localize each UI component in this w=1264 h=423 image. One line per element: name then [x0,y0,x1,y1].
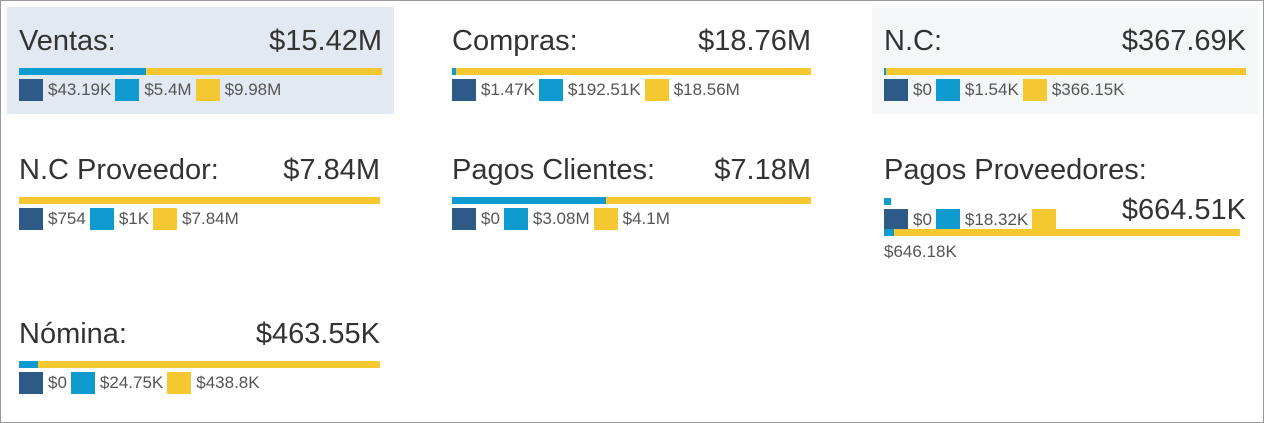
legend: $0 $24.75K $438.8K [19,372,380,394]
card-title: Pagos Clientes: [452,154,656,186]
card-total: $15.42M [269,25,382,57]
legend-swatch-series-3 [1022,79,1047,101]
legend-swatch-series-1 [884,79,908,101]
stacked-bar [452,197,811,204]
bar-segment-series-2 [884,68,886,75]
card-nc-proveedor[interactable]: N.C Proveedor: $7.84M $754 $1K $7.84M [7,141,392,251]
card-total: $7.18M [714,154,811,186]
card-ventas[interactable]: Ventas: $15.42M $43.19K $5.4M $9.98M [7,7,394,114]
legend-value-series-3: $646.18K [884,242,957,261]
card-pagos-clientes[interactable]: Pagos Clientes: $7.18M $0 $3.08M $4.1M [440,141,823,251]
card-pagos-proveedores[interactable]: Pagos Proveedores: $0 $18.32K $664.51K $… [872,141,1258,271]
legend-swatch-series-3 [1032,209,1057,231]
bar-segment-series-3 [146,68,382,75]
bar-segment-series-2 [19,361,39,368]
bar-segment-series-2 [884,229,894,236]
legend-value-series-3: $438.8K [196,373,260,392]
card-title: Nómina: [19,318,127,350]
legend-value-series-3: $9.98M [224,80,282,99]
legend: $0 $18.32K [884,209,1061,231]
card-nc[interactable]: N.C: $367.69K $0 $1.54K $366.15K [872,7,1258,114]
legend-value-series-1: $43.19K [48,80,112,99]
legend: $1.47K $192.51K $18.56M [452,79,811,101]
card-total: $664.51K [1121,194,1246,226]
legend-swatch-series-1 [19,372,43,394]
card-total: $18.76M [698,25,811,57]
legend-value-series-1: $0 [48,373,67,392]
stacked-bar [19,361,380,368]
bar-segment-series-2 [452,68,456,75]
legend-value-series-2: $5.4M [144,80,192,99]
stacked-bar [452,68,811,75]
legend-swatch-series-1 [452,208,476,230]
legend-value-series-2: $1K [118,209,150,228]
legend-swatch-series-2 [935,79,960,101]
bar-segment-series-3 [606,197,811,204]
legend-swatch-series-3 [644,79,669,101]
legend-swatch-series-2 [538,79,563,101]
legend-swatch-series-1 [452,79,476,101]
legend-value-series-1: $1.47K [481,80,535,99]
legend-value-series-2: $24.75K [99,373,164,392]
legend-value-series-1: $0 [481,209,500,228]
legend-value-series-2: $3.08M [532,209,590,228]
stacked-bar [884,229,1240,236]
bar-segment-series-2 [19,68,147,75]
legend-swatch-series-2 [89,208,114,230]
legend-value-series-3: $18.56M [673,80,740,99]
legend: $0 $1.54K $366.15K [884,79,1246,101]
card-total: $367.69K [1121,25,1246,57]
legend-swatch-series-3 [195,79,220,101]
bar-segment-series-3 [893,229,1240,236]
bar-segment-series-2 [452,197,606,204]
card-title: Compras: [452,25,578,57]
legend-swatch-series-3 [593,208,618,230]
card-nomina[interactable]: Nómina: $463.55K $0 $24.75K $438.8K [7,305,392,415]
bar-segment-series-3 [885,68,1246,75]
legend-value-series-2: $1.54K [964,80,1019,99]
legend-value-series-1: $0 [913,210,932,229]
card-title: N.C Proveedor: [19,154,219,186]
legend-value-series-2: $18.32K [964,210,1029,229]
stacked-bar [19,68,382,75]
card-title: Pagos Proveedores: [884,154,1147,186]
legend-swatch-series-1 [19,208,43,230]
card-title: N.C: [884,25,942,57]
stacked-bar-overflow-segment [884,198,891,205]
legend-swatch-series-2 [70,372,95,394]
legend: $0 $3.08M $4.1M [452,208,811,230]
legend-swatch-series-1 [884,209,908,231]
stacked-bar [19,197,380,204]
legend-swatch-series-2 [115,79,140,101]
legend-swatch-series-2 [503,208,528,230]
legend-value-series-2: $192.51K [567,80,641,99]
card-total: $463.55K [255,318,380,350]
card-compras[interactable]: Compras: $18.76M $1.47K $192.51K $18.56M [440,7,823,114]
card-total: $7.84M [283,154,380,186]
legend-value-series-3: $366.15K [1051,80,1125,99]
bar-segment-series-3 [19,197,380,204]
legend-swatch-series-3 [167,372,192,394]
legend-swatch-series-2 [935,209,960,231]
legend-value-series-1: $754 [48,209,86,228]
legend: $754 $1K $7.84M [19,208,380,230]
legend-swatch-series-3 [153,208,178,230]
legend-value-series-1: $0 [913,80,932,99]
card-title: Ventas: [19,25,116,57]
bar-segment-series-3 [455,68,811,75]
legend-value-series-3: $4.1M [622,209,670,228]
legend: $43.19K $5.4M $9.98M [19,79,382,101]
legend-swatch-series-1 [19,79,43,101]
legend-value-series-3: $7.84M [182,209,239,228]
stacked-bar [884,68,1246,75]
bar-segment-series-3 [38,361,380,368]
